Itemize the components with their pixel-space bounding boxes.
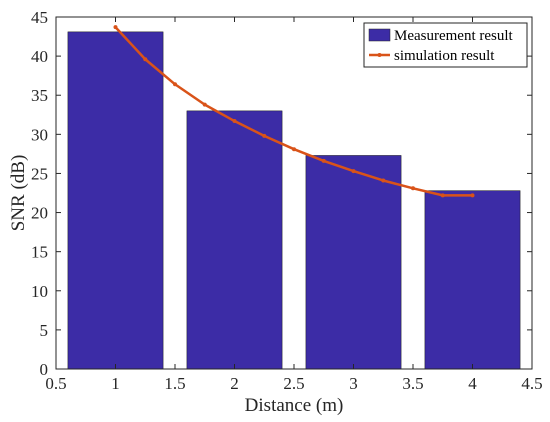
- legend-label-measurement: Measurement result: [394, 28, 514, 44]
- simulation-point: [262, 133, 267, 138]
- x-tick-label: 2.5: [283, 374, 304, 393]
- simulation-point: [202, 102, 207, 107]
- bar-4: [424, 190, 521, 370]
- simulation-line-layer: [113, 25, 475, 198]
- simulation-point: [381, 178, 386, 183]
- axis-tick-labels: 0.5 1 1.5 2 2.5 3 3.5 4 4.5 0 5 10 15 20 25 30 35 40 45: [31, 8, 543, 393]
- bars-layer: [67, 31, 521, 370]
- x-tick-label: 3.5: [402, 374, 423, 393]
- simulation-point: [292, 147, 296, 152]
- x-tick-label: 0.5: [45, 374, 66, 393]
- legend-label-simulation: simulation result: [394, 48, 495, 64]
- y-tick-label: 10: [31, 282, 48, 301]
- legend-box: [363, 22, 528, 68]
- y-tick-label: 35: [31, 86, 48, 105]
- simulation-point: [143, 57, 148, 62]
- x-tick-label: 4: [468, 374, 477, 393]
- y-tick-label: 45: [31, 8, 48, 27]
- legend: Measurement result simulation result: [363, 22, 528, 68]
- simulation-point: [321, 158, 326, 163]
- simulation-point: [411, 186, 415, 191]
- x-tick-label: 3: [349, 374, 358, 393]
- legend-swatch-simulation-marker: [377, 53, 382, 57]
- axis-ticks: [55, 16, 533, 370]
- y-tick-label: 40: [31, 47, 48, 66]
- x-tick-label: 1.5: [164, 374, 185, 393]
- y-axis-label: SNR (dB): [8, 155, 29, 232]
- y-tick-label: 30: [31, 125, 48, 144]
- x-tick-label: 2: [230, 374, 239, 393]
- simulation-point: [232, 119, 237, 124]
- bar-1: [67, 31, 164, 370]
- y-tick-label: 20: [31, 204, 48, 223]
- simulation-point: [173, 82, 177, 87]
- x-tick-label: 1: [111, 374, 120, 393]
- x-axis-label: Distance (m): [245, 395, 344, 416]
- legend-swatch-measurement: [368, 28, 391, 42]
- y-tick-label: 5: [40, 321, 49, 340]
- simulation-point: [113, 25, 118, 30]
- y-tick-label: 25: [31, 164, 48, 183]
- simulation-point: [351, 169, 356, 174]
- y-tick-label: 15: [31, 243, 48, 262]
- simulation-point: [440, 193, 445, 198]
- bar-3: [305, 155, 402, 370]
- x-tick-label: 4.5: [521, 374, 542, 393]
- bar-2: [186, 110, 283, 370]
- simulation-point: [470, 193, 475, 198]
- y-tick-label: 0: [40, 360, 49, 379]
